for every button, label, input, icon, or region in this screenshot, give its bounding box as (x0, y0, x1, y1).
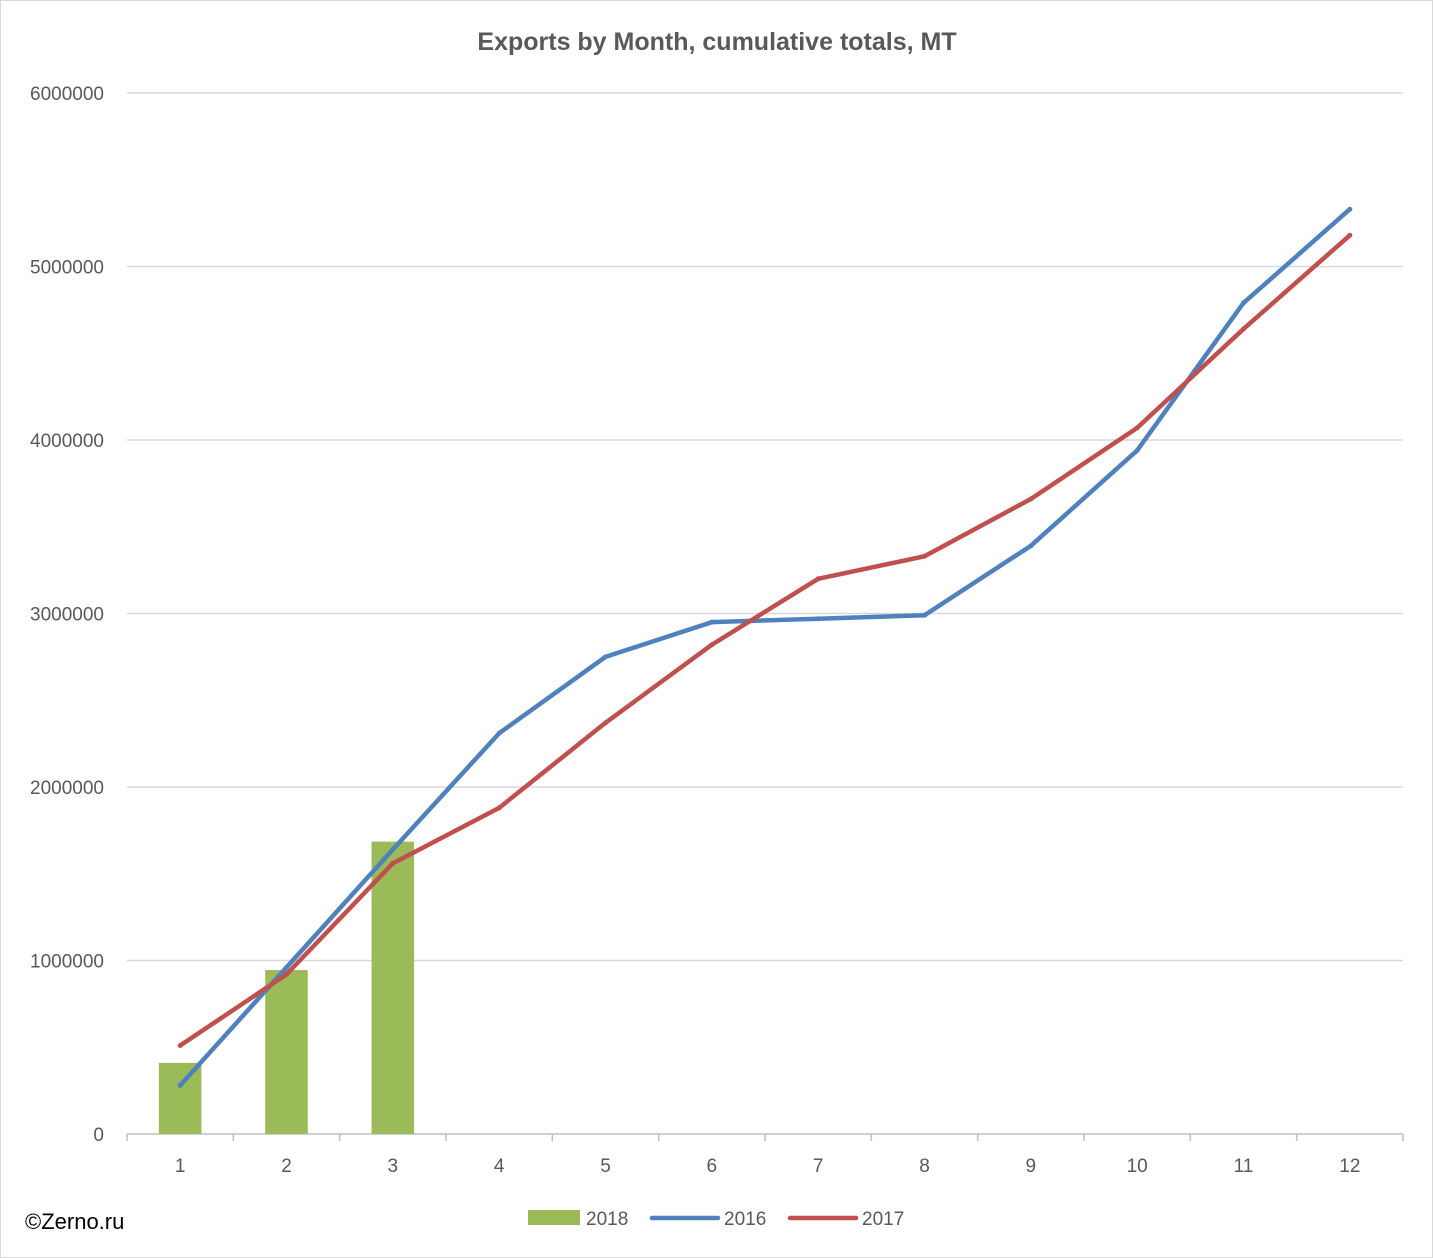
watermark-text: ©Zerno.ru (25, 1209, 124, 1234)
x-tick-label: 12 (1339, 1156, 1360, 1177)
y-tick-label: 5000000 (30, 258, 104, 279)
point-2017-8 (922, 553, 927, 559)
y-tick-label: 4000000 (30, 431, 104, 452)
x-tick-label: 10 (1127, 1156, 1148, 1177)
x-tick-label: 5 (600, 1156, 611, 1177)
point-2016-1 (177, 1082, 183, 1088)
x-tick-label: 1 (175, 1156, 186, 1177)
legend-label-2018: 2018 (586, 1209, 628, 1230)
bar-2018-2 (265, 970, 308, 1134)
point-2016-2 (284, 964, 289, 970)
x-tick-label: 7 (813, 1156, 824, 1177)
point-2017-5 (603, 720, 608, 726)
point-2016-9 (1028, 543, 1034, 549)
y-tick-label: 6000000 (30, 84, 104, 105)
point-2016-6 (709, 619, 715, 625)
point-2016-11 (1241, 300, 1246, 306)
point-2016-7 (815, 616, 821, 622)
y-tick-label: 2000000 (30, 778, 104, 799)
bar-2018-1 (158, 1062, 202, 1134)
point-2017-9 (1028, 496, 1034, 502)
series-line-2016 (177, 206, 1353, 1088)
chart-title: Exports by Month, cumulative totals, MT (477, 28, 956, 56)
point-2017-11 (1241, 326, 1246, 332)
point-2017-2 (284, 971, 289, 977)
point-2016-3 (390, 846, 396, 852)
gridlines (127, 92, 1403, 1135)
legend: 2018 2016 2017 (528, 1209, 904, 1230)
point-2017-6 (709, 642, 715, 648)
legend-label-2016: 2016 (724, 1209, 766, 1230)
y-tick-label: 3000000 (30, 605, 104, 626)
bars-layer (158, 841, 415, 1134)
x-tick-label: 9 (1026, 1156, 1037, 1177)
bar-2018-3 (371, 841, 415, 1134)
y-tick-label: 0 (93, 1125, 104, 1146)
legend-item-2018: 2018 (528, 1209, 628, 1230)
point-2016-10 (1134, 447, 1140, 453)
point-2017-12 (1347, 232, 1353, 238)
legend-label-2017: 2017 (862, 1209, 904, 1230)
y-axis: 0 1000000 2000000 3000000 4000000 5000000 6000… (30, 84, 104, 1146)
x-tick-label: 3 (388, 1156, 399, 1177)
x-tick-label: 2 (281, 1156, 292, 1177)
point-2016-8 (922, 612, 927, 618)
lines-layer (177, 206, 1353, 1088)
legend-item-2016: 2016 (649, 1209, 766, 1230)
x-tick-label: 8 (919, 1156, 930, 1177)
legend-item-2017: 2017 (787, 1209, 904, 1230)
point-2017-10 (1134, 425, 1140, 431)
point-2016-4 (496, 730, 502, 736)
series-line-2017 (177, 233, 1353, 1048)
point-2017-3 (390, 860, 396, 866)
point-2017-7 (815, 576, 821, 582)
point-2017-1 (177, 1043, 183, 1049)
y-tick-label: 1000000 (30, 952, 104, 973)
point-2016-12 (1347, 206, 1353, 212)
point-2017-4 (496, 805, 502, 811)
x-tick-label: 4 (494, 1156, 505, 1177)
point-2016-5 (603, 654, 608, 660)
legend-swatch-2018 (528, 1210, 580, 1225)
x-tick-label: 11 (1234, 1156, 1254, 1177)
x-tick-label: 6 (707, 1156, 718, 1177)
x-axis: 1 2 3 4 5 6 7 8 9 10 11 12 (126, 1134, 1404, 1177)
